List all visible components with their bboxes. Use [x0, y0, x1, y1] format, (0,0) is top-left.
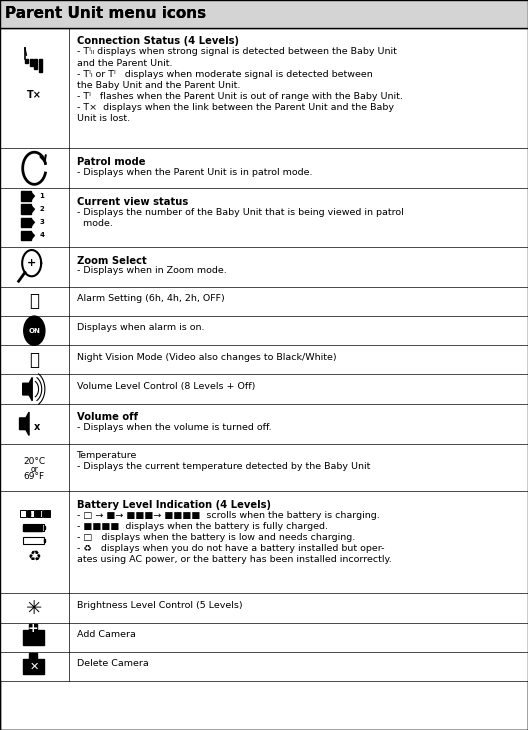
FancyBboxPatch shape [0, 652, 528, 681]
FancyBboxPatch shape [0, 345, 528, 374]
Bar [29, 624, 37, 630]
Text: or: or [31, 464, 38, 474]
Bar [35, 510, 42, 517]
FancyBboxPatch shape [0, 404, 528, 444]
Bar [39, 59, 42, 72]
Bar [43, 510, 50, 517]
FancyBboxPatch shape [0, 247, 528, 287]
Bar [23, 525, 42, 531]
Text: 🔔: 🔔 [30, 293, 39, 310]
Bar [29, 653, 37, 659]
Text: Battery Level Indication (4 Levels): Battery Level Indication (4 Levels) [77, 500, 270, 510]
Text: →: → [35, 512, 40, 516]
FancyBboxPatch shape [0, 491, 528, 593]
FancyBboxPatch shape [0, 444, 528, 491]
FancyBboxPatch shape [0, 188, 528, 247]
Text: →: → [43, 512, 48, 516]
FancyBboxPatch shape [0, 316, 528, 345]
Text: - Displays when the volume is turned off.: - Displays when the volume is turned off… [77, 423, 271, 432]
Bar [23, 524, 44, 531]
Text: 20°C: 20°C [23, 457, 45, 466]
Text: Zoom Select: Zoom Select [77, 255, 146, 266]
Bar [34, 59, 37, 69]
Bar [23, 630, 44, 645]
Text: ✳: ✳ [26, 599, 43, 618]
Bar [21, 218, 31, 227]
Polygon shape [23, 377, 32, 401]
Text: Volume off: Volume off [77, 412, 138, 423]
Bar [44, 511, 49, 516]
Text: Patrol mode: Patrol mode [77, 157, 145, 167]
Bar [23, 659, 44, 674]
Text: ♻: ♻ [27, 550, 41, 564]
Text: 4: 4 [40, 232, 44, 239]
Text: Parent Unit menu icons: Parent Unit menu icons [5, 7, 206, 21]
FancyBboxPatch shape [0, 148, 528, 188]
Text: - Τᴵₗₗ displays when strong signal is detected between the Baby Unit
and the Par: - Τᴵₗₗ displays when strong signal is de… [77, 47, 402, 123]
Text: ✕: ✕ [30, 661, 39, 672]
Text: - Displays when the Parent Unit is in patrol mode.: - Displays when the Parent Unit is in pa… [77, 168, 312, 177]
Text: 69°F: 69°F [24, 472, 45, 481]
Polygon shape [31, 205, 34, 214]
Text: Alarm Setting (6h, 4h, 2h, OFF): Alarm Setting (6h, 4h, 2h, OFF) [77, 294, 224, 303]
Text: T×: T× [27, 91, 42, 100]
Bar [27, 510, 34, 517]
Text: →: → [27, 512, 32, 516]
Polygon shape [31, 218, 34, 227]
FancyBboxPatch shape [0, 623, 528, 652]
Text: +: + [28, 622, 39, 635]
Text: x: x [34, 423, 40, 432]
Text: Add Camera: Add Camera [77, 630, 136, 639]
Text: 1: 1 [40, 193, 44, 199]
Bar [25, 59, 28, 64]
Bar [23, 537, 44, 544]
Text: Temperature
- Displays the current temperature detected by the Baby Unit: Temperature - Displays the current tempe… [77, 451, 370, 472]
FancyBboxPatch shape [0, 287, 528, 316]
Text: +: + [27, 258, 36, 268]
Text: Night Vision Mode (Video also changes to Black/White): Night Vision Mode (Video also changes to… [77, 353, 336, 361]
FancyBboxPatch shape [0, 593, 528, 623]
FancyBboxPatch shape [0, 0, 528, 28]
Text: 3: 3 [40, 219, 44, 226]
Text: - □ → ■→ ■■■→ ■■■■  scrolls when the battery is charging.
- ■■■■  displays when : - □ → ■→ ■■■→ ■■■■ scrolls when the batt… [77, 511, 391, 564]
Text: - Displays when in Zoom mode.: - Displays when in Zoom mode. [77, 266, 227, 275]
Bar [36, 511, 40, 516]
Text: Volume Level Control (8 Levels + Off): Volume Level Control (8 Levels + Off) [77, 382, 255, 391]
Text: ON: ON [29, 328, 40, 334]
Bar [20, 510, 26, 517]
Circle shape [24, 316, 45, 345]
Text: 2: 2 [40, 206, 44, 212]
Bar [44, 526, 45, 529]
Polygon shape [20, 412, 29, 436]
Polygon shape [31, 192, 34, 201]
Text: Brightness Level Control (5 Levels): Brightness Level Control (5 Levels) [77, 601, 242, 610]
Bar [21, 204, 31, 214]
Bar [21, 231, 31, 240]
Text: Parent Unit menu icons: Parent Unit menu icons [5, 7, 206, 21]
Bar [44, 539, 45, 542]
FancyBboxPatch shape [0, 0, 528, 28]
Polygon shape [31, 231, 34, 240]
Text: Displays when alarm is on.: Displays when alarm is on. [77, 323, 204, 332]
FancyBboxPatch shape [0, 28, 528, 148]
Bar [28, 511, 30, 516]
Bar [21, 191, 31, 201]
Text: Current view status: Current view status [77, 197, 188, 207]
Text: Connection Status (4 Levels): Connection Status (4 Levels) [77, 36, 239, 47]
FancyBboxPatch shape [0, 374, 528, 404]
Text: 🌙: 🌙 [30, 351, 39, 369]
Text: - Displays the number of the Baby Unit that is being viewed in patrol
  mode.: - Displays the number of the Baby Unit t… [77, 208, 403, 228]
Text: Delete Camera: Delete Camera [77, 659, 148, 668]
Bar [30, 59, 33, 66]
